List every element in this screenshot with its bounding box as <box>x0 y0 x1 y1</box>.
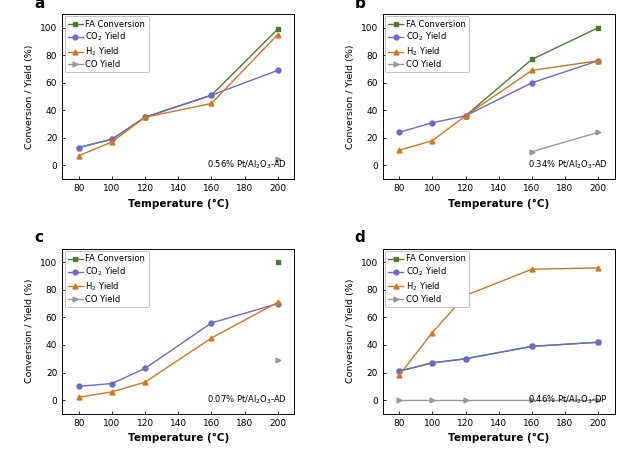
CO$_2$ Yield <box>274 301 281 306</box>
CO$_2$ Yield <box>594 58 602 64</box>
FA Conversion <box>528 344 535 349</box>
CO Yield <box>594 130 602 135</box>
H$_2$ Yield <box>462 113 469 119</box>
FA Conversion <box>396 368 403 374</box>
FA Conversion <box>462 113 469 119</box>
H$_2$ Yield <box>428 330 436 335</box>
Text: 0.56% Pt/Al$_2$O$_3$-AD: 0.56% Pt/Al$_2$O$_3$-AD <box>207 159 288 171</box>
CO$_2$ Yield <box>75 384 83 389</box>
CO$_2$ Yield <box>428 120 436 126</box>
CO Yield <box>528 149 535 154</box>
X-axis label: Temperature (°C): Temperature (°C) <box>127 433 229 443</box>
Legend: FA Conversion, CO$_2$ Yield, H$_2$ Yield, CO Yield: FA Conversion, CO$_2$ Yield, H$_2$ Yield… <box>65 16 148 73</box>
FA Conversion <box>428 360 436 365</box>
X-axis label: Temperature (°C): Temperature (°C) <box>448 433 550 443</box>
Line: FA Conversion: FA Conversion <box>397 340 601 373</box>
Text: d: d <box>355 230 365 246</box>
CO$_2$ Yield <box>396 130 403 135</box>
CO$_2$ Yield <box>528 80 535 86</box>
CO$_2$ Yield <box>207 320 215 326</box>
Line: CO Yield: CO Yield <box>530 130 601 154</box>
CO Yield <box>274 358 281 363</box>
H$_2$ Yield <box>594 58 602 64</box>
CO Yield <box>428 397 436 403</box>
CO Yield <box>594 397 602 403</box>
Text: 0.07% Pt/Al$_2$O$_3$-AD: 0.07% Pt/Al$_2$O$_3$-AD <box>207 393 288 405</box>
Line: FA Conversion: FA Conversion <box>76 27 280 150</box>
CO$_2$ Yield <box>528 344 535 349</box>
CO$_2$ Yield <box>108 381 116 386</box>
H$_2$ Yield <box>274 32 281 37</box>
CO$_2$ Yield <box>207 93 215 98</box>
FA Conversion <box>142 114 149 120</box>
Y-axis label: Conversion / Yield (%): Conversion / Yield (%) <box>346 279 355 384</box>
CO Yield <box>462 397 469 403</box>
Line: CO Yield: CO Yield <box>275 156 280 161</box>
FA Conversion <box>462 356 469 362</box>
CO$_2$ Yield <box>594 339 602 345</box>
CO$_2$ Yield <box>396 368 403 374</box>
CO Yield <box>528 397 535 403</box>
FA Conversion <box>108 136 116 142</box>
Line: CO$_2$ Yield: CO$_2$ Yield <box>397 58 601 135</box>
Line: CO Yield: CO Yield <box>397 398 601 403</box>
FA Conversion <box>528 57 535 62</box>
FA Conversion <box>274 259 281 265</box>
Y-axis label: Conversion / Yield (%): Conversion / Yield (%) <box>25 279 34 384</box>
Legend: FA Conversion, CO$_2$ Yield, H$_2$ Yield, CO Yield: FA Conversion, CO$_2$ Yield, H$_2$ Yield… <box>385 16 469 73</box>
H$_2$ Yield <box>142 379 149 385</box>
H$_2$ Yield <box>594 265 602 271</box>
CO$_2$ Yield <box>462 356 469 362</box>
Legend: FA Conversion, CO$_2$ Yield, H$_2$ Yield, CO Yield: FA Conversion, CO$_2$ Yield, H$_2$ Yield… <box>65 251 148 307</box>
FA Conversion <box>594 25 602 31</box>
H$_2$ Yield <box>108 139 116 145</box>
Line: CO$_2$ Yield: CO$_2$ Yield <box>397 340 601 373</box>
Text: 0.46% Pt/Al$_2$O$_3$-DP: 0.46% Pt/Al$_2$O$_3$-DP <box>528 393 608 405</box>
H$_2$ Yield <box>207 335 215 341</box>
H$_2$ Yield <box>207 100 215 106</box>
X-axis label: Temperature (°C): Temperature (°C) <box>127 199 229 209</box>
Line: H$_2$ Yield: H$_2$ Yield <box>76 300 280 400</box>
H$_2$ Yield <box>75 394 83 400</box>
Line: CO$_2$ Yield: CO$_2$ Yield <box>76 68 280 150</box>
Line: FA Conversion: FA Conversion <box>275 260 280 265</box>
FA Conversion <box>75 145 83 150</box>
H$_2$ Yield <box>396 372 403 378</box>
Line: CO Yield: CO Yield <box>275 358 280 363</box>
FA Conversion <box>274 27 281 32</box>
X-axis label: Temperature (°C): Temperature (°C) <box>448 199 550 209</box>
H$_2$ Yield <box>462 292 469 298</box>
CO$_2$ Yield <box>462 113 469 119</box>
H$_2$ Yield <box>75 153 83 159</box>
FA Conversion <box>594 339 602 345</box>
CO$_2$ Yield <box>142 114 149 120</box>
H$_2$ Yield <box>274 299 281 305</box>
CO$_2$ Yield <box>142 365 149 371</box>
Line: H$_2$ Yield: H$_2$ Yield <box>76 32 280 158</box>
Y-axis label: Conversion / Yield (%): Conversion / Yield (%) <box>346 44 355 149</box>
CO$_2$ Yield <box>428 360 436 365</box>
Text: a: a <box>34 0 45 11</box>
Text: 0.34% Pt/Al$_2$O$_3$-AD: 0.34% Pt/Al$_2$O$_3$-AD <box>528 159 608 171</box>
CO$_2$ Yield <box>108 136 116 142</box>
Line: H$_2$ Yield: H$_2$ Yield <box>397 266 601 378</box>
H$_2$ Yield <box>428 138 436 143</box>
CO$_2$ Yield <box>274 67 281 73</box>
Line: FA Conversion: FA Conversion <box>463 25 601 118</box>
H$_2$ Yield <box>142 114 149 120</box>
Text: b: b <box>355 0 366 11</box>
CO Yield <box>274 156 281 161</box>
Line: CO$_2$ Yield: CO$_2$ Yield <box>76 301 280 389</box>
Y-axis label: Conversion / Yield (%): Conversion / Yield (%) <box>25 44 34 149</box>
H$_2$ Yield <box>108 389 116 395</box>
H$_2$ Yield <box>528 266 535 272</box>
FA Conversion <box>207 93 215 98</box>
Line: H$_2$ Yield: H$_2$ Yield <box>397 58 601 153</box>
H$_2$ Yield <box>528 67 535 73</box>
H$_2$ Yield <box>396 147 403 153</box>
Text: c: c <box>34 230 43 246</box>
CO$_2$ Yield <box>75 145 83 150</box>
CO Yield <box>396 397 403 403</box>
Legend: FA Conversion, CO$_2$ Yield, H$_2$ Yield, CO Yield: FA Conversion, CO$_2$ Yield, H$_2$ Yield… <box>385 251 469 307</box>
